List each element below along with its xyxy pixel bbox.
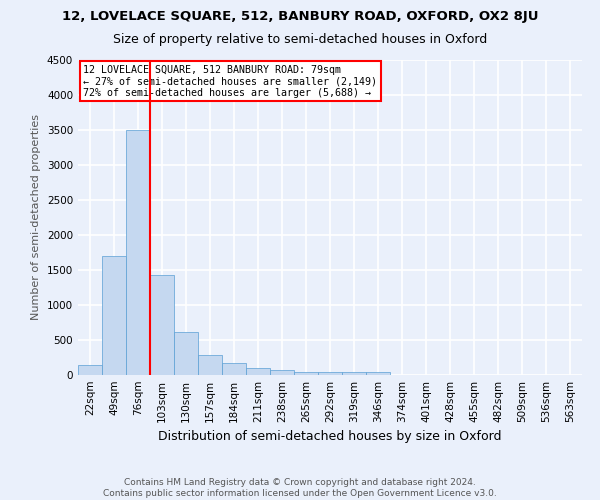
Bar: [126, 130, 150, 375]
Bar: [342, 372, 366, 375]
Bar: [78, 364, 102, 375]
Text: 12 LOVELACE SQUARE, 512 BANBURY ROAD: 79sqm
← 27% of semi-detached houses are sm: 12 LOVELACE SQUARE, 512 BANBURY ROAD: 79…: [83, 64, 377, 98]
Y-axis label: Number of semi-detached properties: Number of semi-detached properties: [31, 114, 41, 320]
Bar: [246, 368, 270, 375]
Bar: [198, 354, 222, 375]
Bar: [222, 364, 246, 375]
Bar: [318, 372, 342, 375]
Text: 12, LOVELACE SQUARE, 512, BANBURY ROAD, OXFORD, OX2 8JU: 12, LOVELACE SQUARE, 512, BANBURY ROAD, …: [62, 10, 538, 23]
Bar: [102, 256, 126, 375]
Bar: [270, 370, 294, 375]
Text: Contains HM Land Registry data © Crown copyright and database right 2024.
Contai: Contains HM Land Registry data © Crown c…: [103, 478, 497, 498]
Bar: [150, 275, 174, 375]
Bar: [366, 372, 390, 375]
Bar: [294, 372, 318, 375]
X-axis label: Distribution of semi-detached houses by size in Oxford: Distribution of semi-detached houses by …: [158, 430, 502, 444]
Bar: [174, 332, 198, 375]
Text: Size of property relative to semi-detached houses in Oxford: Size of property relative to semi-detach…: [113, 32, 487, 46]
